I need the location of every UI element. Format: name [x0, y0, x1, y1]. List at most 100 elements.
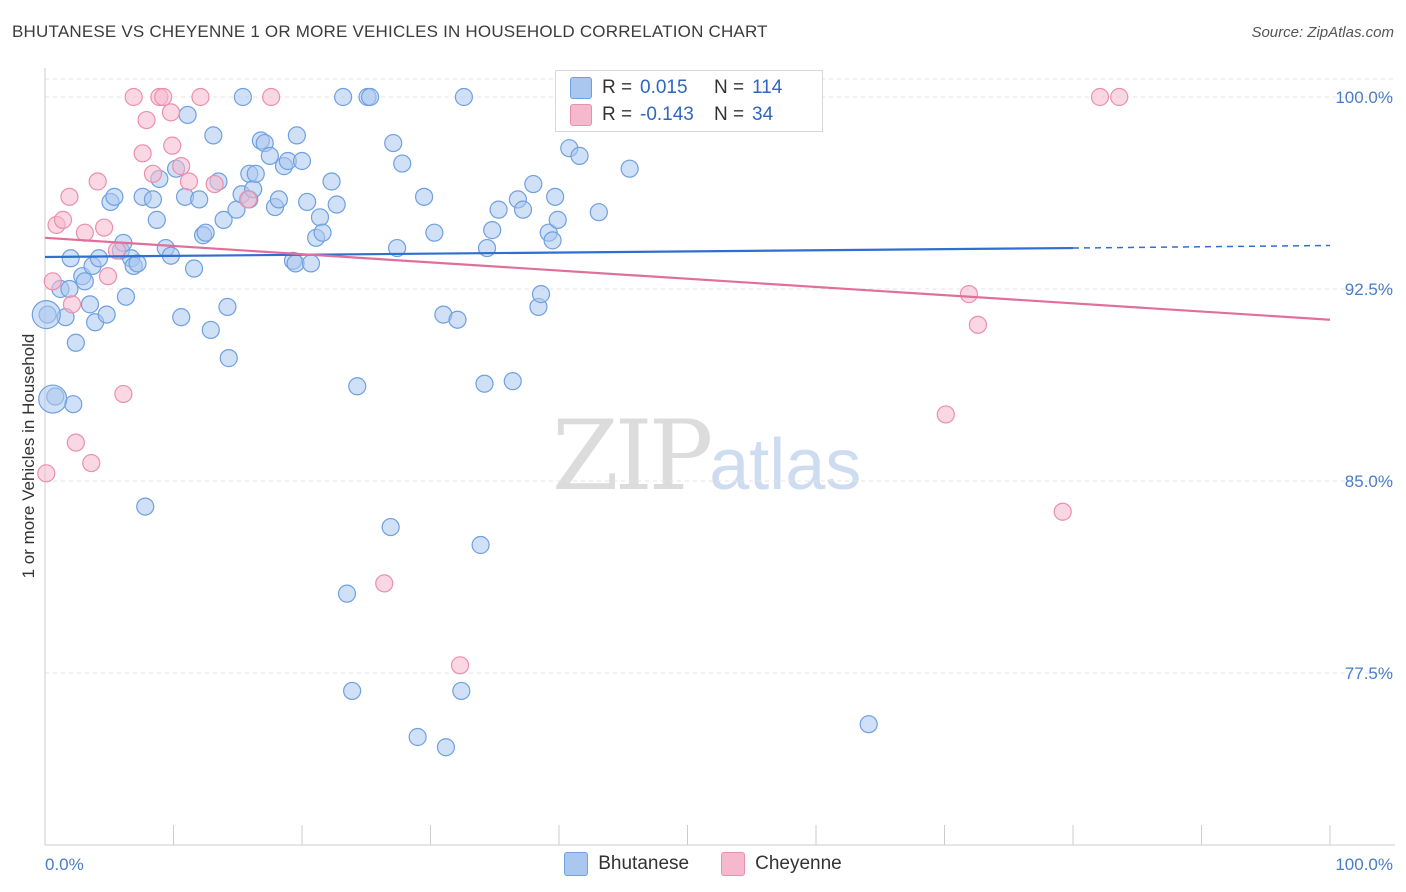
cheyenne-point — [375, 574, 394, 593]
cheyenne-point — [75, 223, 94, 242]
bhutanese-point — [147, 210, 166, 229]
bhutanese-point — [471, 535, 490, 555]
bhutanese-point — [60, 279, 79, 299]
bhutanese-point — [503, 372, 522, 391]
bhutanese-point — [387, 238, 407, 258]
cheyenne-point — [82, 453, 101, 473]
watermark: ZIPatlas — [552, 400, 861, 512]
bhutanese-point — [381, 517, 400, 537]
bhutanese-point — [301, 254, 321, 273]
n-label: N = — [714, 77, 745, 98]
bhutanese-point — [196, 223, 215, 242]
bhutanese-point-large — [38, 384, 68, 414]
legend-label-cheyenne: Cheyenne — [755, 853, 842, 874]
bhutanese-trend-extension — [1072, 244, 1331, 249]
bhutanese-point — [178, 105, 197, 125]
bhutanese-point — [246, 164, 265, 183]
bhutanese-point — [269, 190, 288, 209]
bhutanese-point — [310, 208, 330, 227]
bhutanese-point — [414, 187, 434, 206]
bhutanese-point — [61, 249, 80, 268]
cheyenne-trend-line — [44, 236, 1331, 321]
bhutanese-point — [214, 210, 233, 229]
cheyenne-point — [450, 656, 470, 675]
bhutanese-point — [452, 681, 471, 701]
cheyenne-point — [179, 172, 199, 191]
bhutanese-point — [292, 151, 312, 171]
bhutanese-point — [219, 349, 238, 368]
bhutanese-point — [105, 187, 124, 206]
cheyenne-point — [43, 272, 62, 291]
r-label: R = — [602, 77, 633, 98]
source-label: Source: ZipAtlas.com — [1251, 24, 1394, 41]
y-axis-label: 1 or more Vehicles in Household — [19, 334, 38, 579]
legend-item-bhutanese[interactable]: Bhutanese — [564, 852, 689, 876]
bhutanese-point — [201, 320, 220, 340]
cheyenne-point — [936, 405, 955, 424]
bhutanese-point — [233, 87, 252, 107]
bhutanese-point — [513, 200, 533, 219]
bhutanese-point — [75, 272, 94, 291]
bhutanese-point — [548, 210, 567, 229]
bhutanese-point — [322, 172, 341, 191]
bhutanese-point — [546, 187, 565, 206]
legend-label-bhutanese: Bhutanese — [598, 853, 690, 874]
bhutanese-trend-line — [44, 246, 1074, 259]
cheyenne-point — [95, 218, 114, 237]
series-legend: Bhutanese Cheyenne — [0, 852, 1406, 876]
cheyenne-point — [53, 210, 73, 229]
legend-row-bhutanese: R = 0.015 N = 114 — [570, 76, 782, 100]
cheyenne-point — [1110, 87, 1129, 107]
cheyenne-point — [968, 315, 988, 334]
bhutanese-point — [408, 727, 427, 747]
n-value: 34 — [752, 104, 774, 125]
legend-item-cheyenne[interactable]: Cheyenne — [721, 852, 842, 876]
trend-lines — [44, 236, 1331, 321]
cheyenne-swatch — [721, 852, 746, 876]
bhutanese-point — [524, 174, 543, 194]
cheyenne-point — [143, 164, 163, 183]
cheyenne-point — [114, 384, 133, 404]
cheyenne-swatch — [570, 104, 592, 126]
bhutanese-point — [80, 295, 100, 314]
bhutanese-point — [543, 231, 562, 250]
bhutanese-point — [620, 159, 639, 178]
bhutanese-point — [89, 249, 109, 268]
cheyenne-point — [133, 144, 152, 163]
bhutanese-point — [97, 305, 116, 324]
cheyenne-point — [163, 136, 182, 155]
n-label: N = — [714, 104, 745, 125]
n-value: 114 — [752, 77, 783, 98]
axes — [44, 68, 1395, 846]
cheyenne-point — [62, 295, 82, 314]
cheyenne-point — [37, 464, 56, 483]
bhutanese-point — [393, 154, 412, 173]
cheyenne-point — [124, 87, 143, 107]
bhutanese-point — [298, 192, 317, 212]
bhutanese-point — [334, 87, 353, 107]
bhutanese-point — [327, 195, 346, 214]
bhutanese-point — [448, 310, 467, 329]
bhutanese-point — [184, 259, 204, 278]
bhutanese-point — [475, 374, 494, 393]
bhutanese-swatch — [564, 852, 589, 876]
bhutanese-point — [116, 287, 136, 306]
chart-title: BHUTANESE VS CHEYENNE 1 OR MORE VEHICLES… — [12, 22, 768, 41]
bhutanese-point — [589, 203, 608, 222]
cheyenne-point — [154, 87, 173, 107]
bhutanese-point — [66, 333, 85, 352]
bhutanese-point — [436, 738, 456, 757]
y-tick-label: 85.0% — [1345, 472, 1393, 491]
bhutanese-point — [286, 254, 305, 273]
bhutanese-swatch — [570, 77, 592, 99]
bhutanese-point — [128, 254, 147, 273]
bhutanese-point — [172, 308, 191, 327]
bhutanese-point — [287, 126, 306, 145]
cheyenne-point — [238, 190, 258, 209]
watermark-atlas: atlas — [709, 425, 862, 505]
bhutanese-point — [361, 87, 380, 107]
cheyenne-point — [1090, 87, 1110, 107]
bhutanese-point — [204, 126, 223, 145]
cheyenne-point — [191, 87, 210, 107]
